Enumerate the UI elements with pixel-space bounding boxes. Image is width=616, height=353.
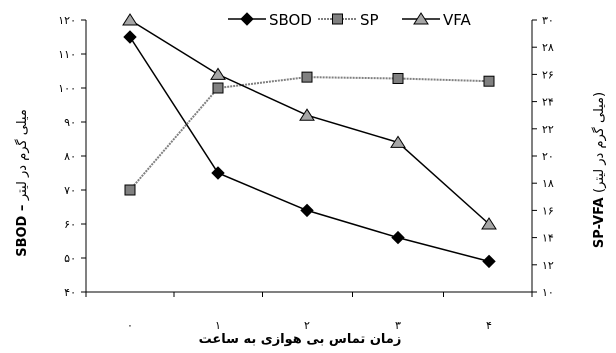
left-y-axis-label: SBOD – میلی گرم در لیتر [14,109,30,257]
right-tick-label: ۱۲ [542,259,554,272]
series-line-vfa [129,19,490,225]
left-tick-label: ۵۰ [64,252,76,265]
series-sbod [123,30,496,269]
legend-marker-sbod [240,12,254,26]
left-tick-label: ۱۰۰ [58,82,76,95]
legend-item-sp: SP [318,11,379,29]
x-tick-label: ۲ [304,319,310,332]
data-point-vfa [390,135,406,148]
right-tick-label: ۲۸ [542,41,554,54]
data-point-sbod [211,166,225,180]
data-point-vfa [122,13,138,26]
left-y-axis-label-unit: میلی گرم در لیتر [14,109,30,201]
right-tick-label: ۱۶ [542,204,554,217]
left-y-axis-label-separator: – [15,205,30,212]
right-tick-label: ۲۰ [542,150,554,163]
left-tick-label: ۶۰ [64,218,76,231]
x-tick-label: ۱ [215,319,221,332]
left-tick-label: ۱۱۰ [58,48,76,61]
series-vfa [122,13,497,230]
right-tick-label: ۲۴ [542,96,554,109]
data-point-sbod [391,230,405,245]
legend: SBOD SP VFA [228,11,472,29]
left-tick-label: ۱۲۰ [58,14,76,27]
x-tick-label: ۰ [127,319,133,332]
data-point-sp [483,75,495,87]
legend-item-vfa: VFA [402,11,472,29]
data-point-sbod [482,254,496,269]
right-y-axis-label: SP-VFA (میلی گرم در لیتر) [591,92,607,248]
right-y-axis: ۱۰ ۱۲ ۱۴ ۱۶ ۱۸ ۲۰ ۲۲ ۲۴ ۲۶ ۲۸ ۳۰ [531,14,554,299]
left-tick-label: ۹۰ [64,116,76,129]
data-point-sbod [300,203,314,218]
data-point-sp [392,72,404,84]
legend-marker-sp [332,13,343,25]
legend-item-sbod: SBOD [228,11,312,29]
legend-label: VFA [443,11,472,29]
right-tick-label: ۲۲ [542,123,554,136]
legend-marker-vfa [413,12,429,25]
legend-label: SBOD [269,11,312,29]
right-y-axis-label-unit: (میلی گرم در لیتر) [591,92,607,193]
right-y-axis-label-bold: SP-VFA [592,197,607,248]
left-tick-label: ۴۰ [64,286,76,299]
legend-label: SP [360,11,379,29]
left-y-axis: ۴۰ ۵۰ ۶۰ ۷۰ ۸۰ ۹۰ ۱۰۰ ۱۱۰ ۱۲۰ [58,14,87,299]
data-point-sp [124,184,136,196]
data-point-sp [212,82,224,94]
data-point-sp [301,71,313,83]
right-tick-label: ۱۴ [542,232,554,245]
right-tick-label: ۱۸ [542,177,554,190]
data-point-sbod [123,30,137,44]
x-axis-label: زمان تماس بی هوازی به ساعت [199,332,402,347]
series-layer [122,13,497,269]
x-tick-label: ۳ [395,319,401,332]
data-point-vfa [481,217,497,230]
series-line-sbod [129,36,490,263]
left-tick-label: ۷۰ [64,184,76,197]
left-tick-label: ۸۰ [64,150,76,163]
x-tick-label: ۴ [486,319,492,332]
right-tick-label: ۳۰ [542,14,554,27]
x-axis: ۰ ۱ ۲ ۳ ۴ [85,291,533,332]
right-tick-label: ۲۶ [542,68,554,81]
data-point-vfa [210,67,226,80]
data-point-vfa [299,108,315,121]
right-tick-label: ۱۰ [542,286,554,299]
series-sp [124,71,495,196]
left-y-axis-label-bold: SBOD [15,215,30,256]
series-line-sp [129,76,490,191]
